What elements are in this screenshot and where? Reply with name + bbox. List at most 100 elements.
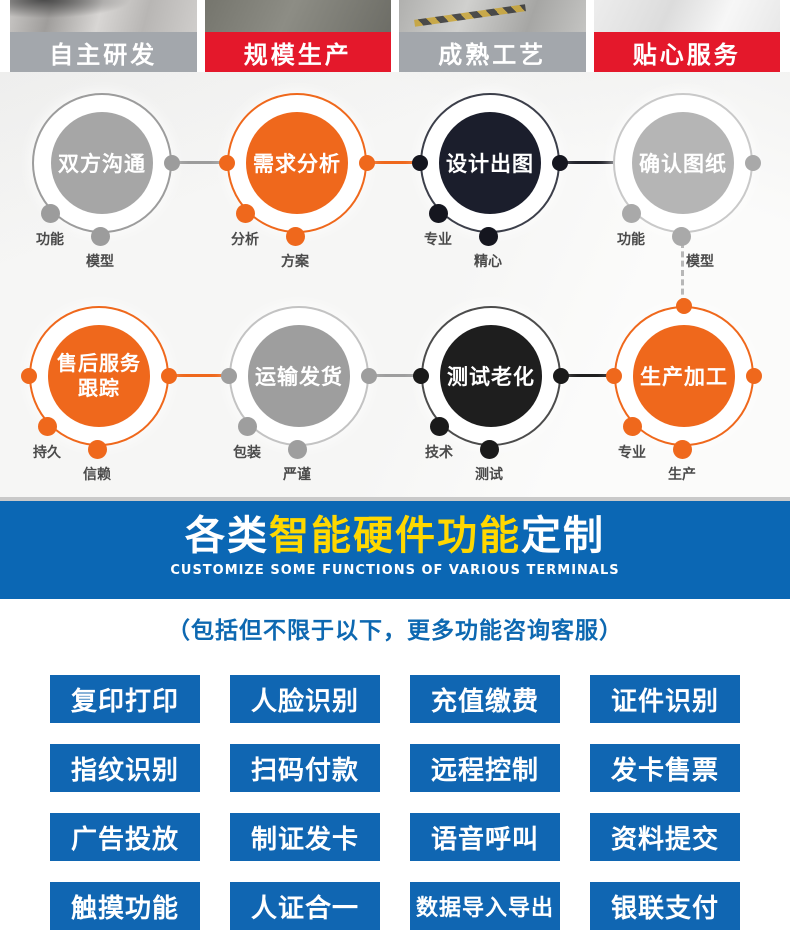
- tag-label: 模型: [686, 254, 714, 270]
- feature-tile-rd: 自主研发: [10, 0, 197, 72]
- function-button-data-submit[interactable]: 资料提交: [590, 813, 740, 861]
- flow-step-testing: 测试老化 技术 测试: [413, 306, 569, 483]
- step-title: 运输发货: [255, 365, 343, 389]
- step-title: 售后服务跟踪: [57, 351, 141, 400]
- tag-label: 专业: [424, 232, 452, 248]
- step-title: 设计出图: [446, 152, 534, 176]
- tag-dot: [429, 204, 448, 223]
- tag-label: 专业: [618, 445, 646, 461]
- feature-photo-production: [204, 0, 391, 32]
- step-circle: 需求分析: [246, 112, 348, 214]
- function-button-unionpay[interactable]: 银联支付: [590, 882, 740, 930]
- function-button-id-recognition[interactable]: 证件识别: [590, 675, 740, 723]
- feature-tile-craft: 成熟工艺: [399, 0, 586, 72]
- feature-photo-craft: [399, 0, 586, 32]
- step-circle: 售后服务跟踪: [48, 325, 150, 427]
- tag-dot: [286, 227, 305, 246]
- function-button-recharge[interactable]: 充值缴费: [410, 675, 560, 723]
- banner-title-suffix: 定制: [521, 513, 605, 559]
- step-title: 需求分析: [253, 152, 341, 176]
- step-circle: 生产加工: [633, 325, 735, 427]
- tag-label: 严谨: [283, 467, 311, 483]
- connector-dot: [221, 368, 237, 384]
- flow-connector-3: [560, 161, 618, 164]
- flow-connector-7: [561, 374, 616, 377]
- step-circle: 设计出图: [439, 112, 541, 214]
- function-button-copy-print[interactable]: 复印打印: [50, 675, 200, 723]
- step-circle: 双方沟通: [51, 112, 153, 214]
- feature-photo-rd: [10, 0, 197, 32]
- function-button-card-ticket[interactable]: 发卡售票: [590, 744, 740, 792]
- function-button-voice-call[interactable]: 语音呼叫: [410, 813, 560, 861]
- flow-connector-dashed: [681, 242, 684, 304]
- banner-subtitle: CUSTOMIZE SOME FUNCTIONS OF VARIOUS TERM…: [170, 563, 620, 578]
- functions-section: （包括但不限于以下，更多功能咨询客服） 复印打印 人脸识别 充值缴费 证件识别 …: [0, 615, 790, 930]
- function-button-fingerprint[interactable]: 指纹识别: [50, 744, 200, 792]
- tag-dot: [91, 227, 110, 246]
- connector-dot: [606, 368, 622, 384]
- function-button-remote-control[interactable]: 远程控制: [410, 744, 560, 792]
- tag-label: 生产: [668, 467, 696, 483]
- connector-dot: [746, 368, 762, 384]
- tag-label: 包装: [233, 445, 261, 461]
- feature-photo-service: [593, 0, 780, 32]
- connector-dot: [745, 155, 761, 171]
- flow-step-production: 生产加工 专业 生产: [606, 298, 762, 483]
- tag-dot: [673, 440, 692, 459]
- connector-dot: [553, 368, 569, 384]
- tag-label: 信赖: [83, 467, 111, 483]
- flow-step-shipping: 运输发货 包装 严谨: [221, 306, 377, 483]
- hazard-stripe: [413, 4, 526, 27]
- tag-dot: [238, 417, 257, 436]
- function-button-face-recognition[interactable]: 人脸识别: [230, 675, 380, 723]
- connector-dot: [21, 368, 37, 384]
- tag-label: 功能: [617, 232, 645, 248]
- feature-tile-service: 贴心服务: [593, 0, 780, 72]
- process-flow-diagram: 双方沟通 功能 模型 需求分析 分析 方案 设计出图 专业: [0, 72, 790, 497]
- tag-label: 方案: [281, 254, 309, 270]
- connector-dot: [552, 155, 568, 171]
- feature-tile-production: 规模生产: [204, 0, 391, 72]
- functions-note: （包括但不限于以下，更多功能咨询客服）: [167, 618, 623, 644]
- tag-dot: [622, 204, 641, 223]
- step-circle: 确认图纸: [632, 112, 734, 214]
- connector-dot: [412, 155, 428, 171]
- step-circle: 测试老化: [440, 325, 542, 427]
- flow-step-discuss: 双方沟通 功能 模型: [32, 93, 180, 270]
- banner-title-highlight: 智能硬件功能: [269, 513, 521, 559]
- connector-dot: [676, 298, 692, 314]
- connector-dot: [359, 155, 375, 171]
- tag-dot: [672, 227, 691, 246]
- flow-connector-2: [367, 161, 417, 164]
- tag-dot: [41, 204, 60, 223]
- function-button-advertising[interactable]: 广告投放: [50, 813, 200, 861]
- feature-label-service: 贴心服务: [593, 32, 780, 72]
- tag-dot: [38, 417, 57, 436]
- flow-connector-5: [169, 374, 227, 377]
- connector-dot: [161, 368, 177, 384]
- function-button-data-import-export[interactable]: 数据导入导出: [410, 882, 560, 930]
- flow-connector-1: [172, 161, 227, 164]
- banner-title: 各类智能硬件功能定制: [0, 514, 790, 558]
- connector-dot: [413, 368, 429, 384]
- function-button-person-id-match[interactable]: 人证合一: [230, 882, 380, 930]
- tag-label: 分析: [231, 232, 259, 248]
- tag-label: 测试: [475, 467, 503, 483]
- customization-banner: 各类智能硬件功能定制 CUSTOMIZE SOME FUNCTIONS OF V…: [0, 501, 790, 599]
- feature-label-production: 规模生产: [204, 32, 391, 72]
- feature-strip: 自主研发 规模生产 成熟工艺 贴心服务: [0, 0, 790, 72]
- step-circle: 运输发货: [248, 325, 350, 427]
- function-button-touch[interactable]: 触摸功能: [50, 882, 200, 930]
- tag-label: 模型: [86, 254, 114, 270]
- flow-step-aftersales: 售后服务跟踪 持久 信赖: [21, 306, 177, 483]
- step-title: 双方沟通: [58, 152, 146, 176]
- flow-step-design: 设计出图 专业 精心: [412, 93, 568, 270]
- feature-label-craft: 成熟工艺: [399, 32, 586, 72]
- flow-step-requirements: 需求分析 分析 方案: [219, 93, 375, 270]
- functions-grid: 复印打印 人脸识别 充值缴费 证件识别 指纹识别 扫码付款 远程控制 发卡售票 …: [50, 675, 740, 930]
- function-button-card-issuing[interactable]: 制证发卡: [230, 813, 380, 861]
- tag-label: 功能: [36, 232, 64, 248]
- tag-dot: [430, 417, 449, 436]
- function-button-scan-pay[interactable]: 扫码付款: [230, 744, 380, 792]
- tag-dot: [88, 440, 107, 459]
